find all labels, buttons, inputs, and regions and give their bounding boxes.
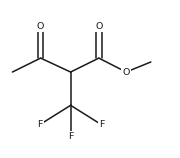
Text: F: F [37,120,42,129]
Text: O: O [122,67,130,76]
Text: F: F [99,120,104,129]
Text: O: O [95,22,102,31]
Text: F: F [68,132,73,141]
Text: O: O [37,22,44,31]
